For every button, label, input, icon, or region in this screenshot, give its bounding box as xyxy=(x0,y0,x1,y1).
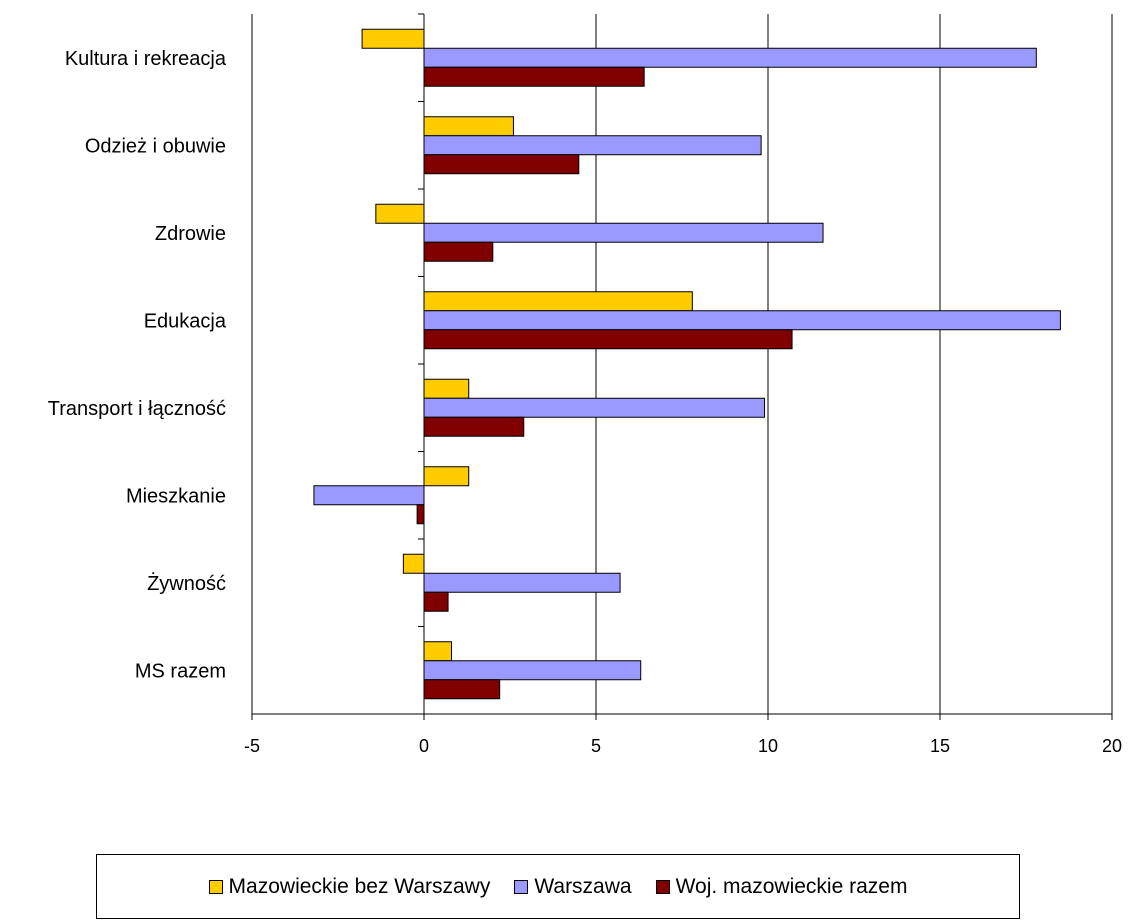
category-label: Mieszkanie xyxy=(126,485,226,507)
bar xyxy=(423,660,642,681)
bar xyxy=(423,641,453,662)
x-tick-label: 5 xyxy=(591,736,601,756)
bar xyxy=(423,222,824,243)
category-label: Żywność xyxy=(147,572,226,595)
bar xyxy=(423,466,470,487)
category-label: Zdrowie xyxy=(155,223,226,245)
axes xyxy=(251,13,1113,720)
bar xyxy=(416,504,425,525)
legend-label: Woj. mazowieckie razem xyxy=(675,874,908,898)
legend-item: Woj. mazowieckie razem xyxy=(655,874,908,899)
legend-label: Warszawa xyxy=(534,874,632,898)
bar xyxy=(423,416,525,437)
bar xyxy=(423,329,793,350)
x-tick-label: 20 xyxy=(1102,736,1122,756)
bar xyxy=(361,28,425,49)
legend-swatch xyxy=(655,879,670,894)
bar xyxy=(423,679,501,700)
category-label: Transport i łączność xyxy=(48,398,226,420)
bar xyxy=(423,397,766,418)
x-tick-label: 10 xyxy=(758,736,778,756)
bar xyxy=(313,485,425,506)
legend-item: Warszawa xyxy=(514,874,632,899)
bar xyxy=(423,572,621,593)
bar xyxy=(423,47,1037,68)
bar xyxy=(423,291,693,312)
legend-swatch xyxy=(514,879,529,894)
category-label: Edukacja xyxy=(144,310,227,332)
category-label: MS razem xyxy=(135,660,226,682)
bar xyxy=(423,135,762,156)
labels: -5 0 5 10 15 20 Kultura i rekreacja Odzież i ob… xyxy=(48,48,1122,756)
bar xyxy=(402,553,425,574)
bar-chart: -5 0 5 10 15 20 Kultura i rekreacja Odzież i ob… xyxy=(48,13,1122,756)
x-tick-label: -5 xyxy=(244,736,260,756)
chart-legend: Mazowieckie bez Warszawy Warszawa Woj. maz… xyxy=(96,854,1020,919)
bar xyxy=(423,591,449,612)
bar xyxy=(423,241,494,262)
bars xyxy=(313,28,1061,700)
category-label: Kultura i rekreacja xyxy=(65,48,227,70)
legend-label: Mazowieckie bez Warszawy xyxy=(228,874,491,898)
x-tick-label: 0 xyxy=(419,736,429,756)
legend-item: Mazowieckie bez Warszawy xyxy=(208,874,491,899)
category-label: Odzież i obuwie xyxy=(85,135,226,157)
bar xyxy=(423,154,580,175)
bar xyxy=(375,203,425,224)
bar xyxy=(423,310,1061,331)
x-tick-label: 15 xyxy=(930,736,950,756)
legend-swatch xyxy=(208,879,223,894)
gridlines xyxy=(251,14,1113,714)
bar xyxy=(423,66,645,87)
bar xyxy=(423,378,470,399)
bar xyxy=(423,116,514,137)
